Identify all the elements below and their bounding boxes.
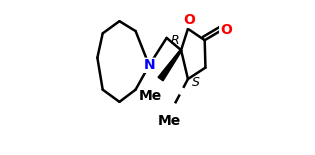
Text: O: O — [220, 23, 232, 37]
Text: Me: Me — [139, 89, 162, 103]
Text: Me: Me — [157, 114, 180, 128]
Text: N: N — [143, 58, 155, 72]
Text: R: R — [171, 34, 179, 47]
Text: S: S — [192, 76, 200, 89]
Text: O: O — [184, 13, 195, 27]
Polygon shape — [158, 50, 182, 81]
